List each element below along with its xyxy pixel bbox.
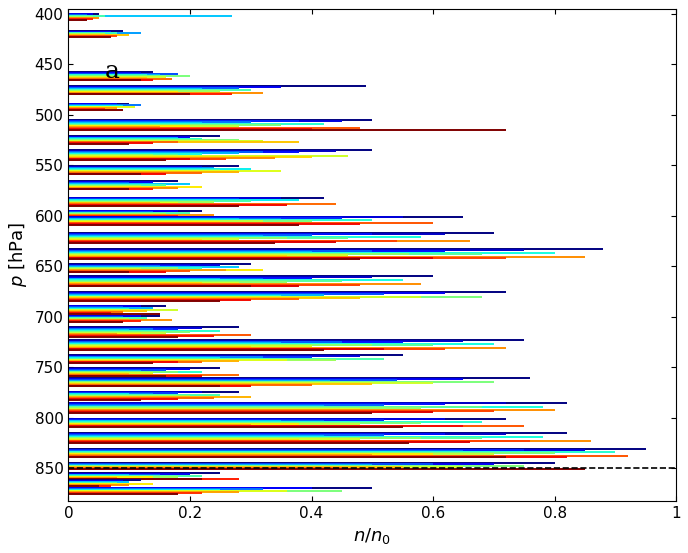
Y-axis label: $p$ [hPa]: $p$ [hPa] bbox=[7, 222, 29, 287]
Text: a: a bbox=[105, 60, 120, 84]
X-axis label: $n/n_0$: $n/n_0$ bbox=[353, 526, 391, 546]
